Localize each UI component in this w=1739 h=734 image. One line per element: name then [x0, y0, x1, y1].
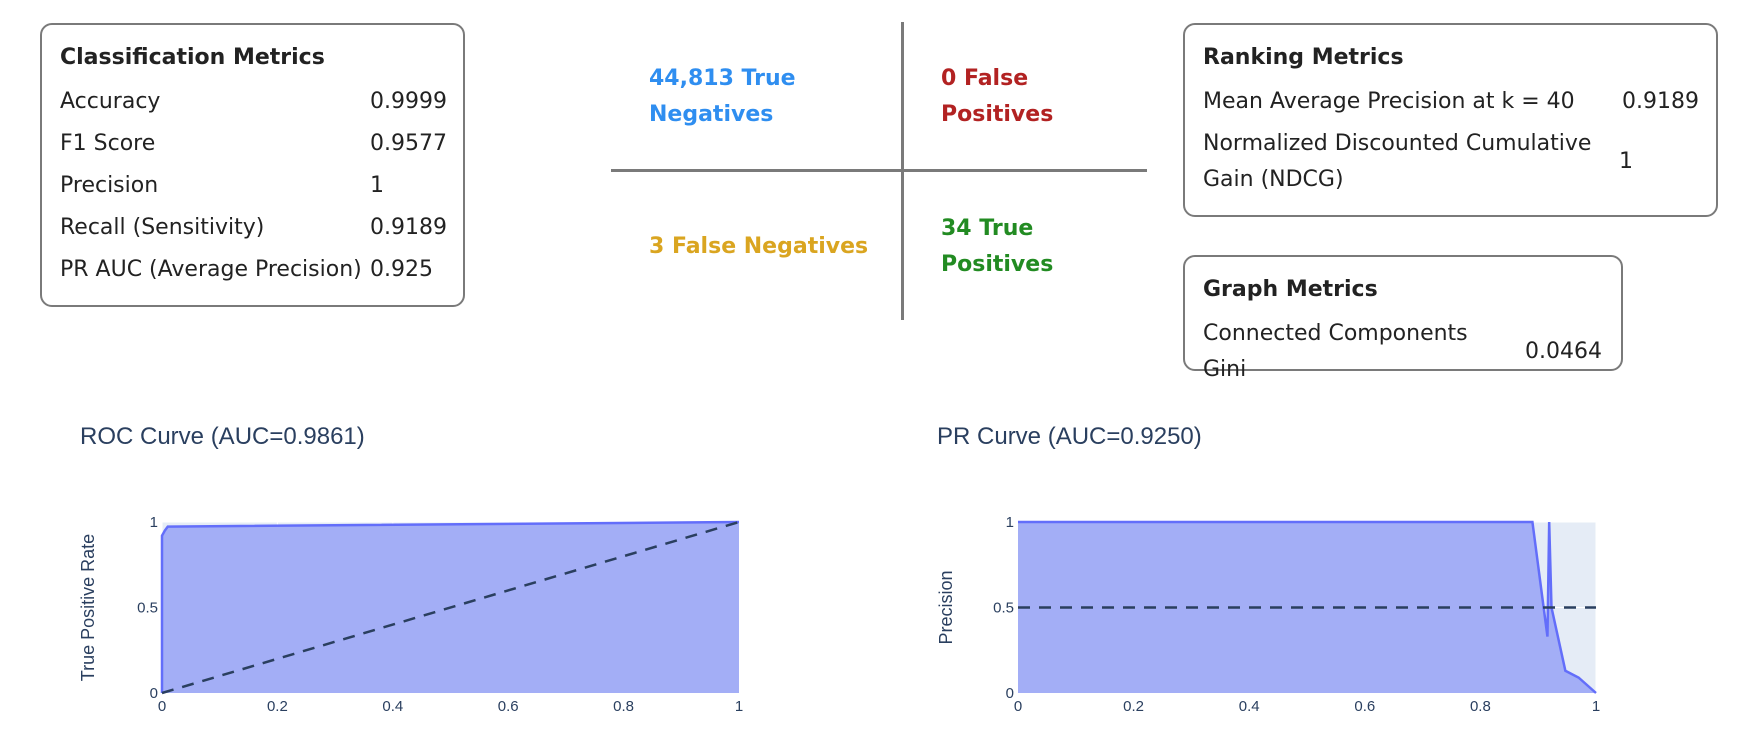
- false-positives-label: 0 False Positives: [941, 66, 1054, 127]
- x-tick-label: 0: [1014, 698, 1022, 715]
- false-negatives-label: 3 False Negatives: [649, 234, 869, 259]
- confusion-matrix-horizontal-divider: [611, 169, 1147, 172]
- y-tick-label: 0.5: [993, 600, 1014, 617]
- x-tick-label: 0.8: [613, 698, 634, 715]
- metric-value: 0.9999: [370, 89, 447, 114]
- pr-chart-title: PR Curve (AUC=0.9250): [937, 423, 1202, 450]
- metric-row-f1: F1 Score 0.9577: [60, 126, 447, 162]
- reference-dashed-line: [161, 520, 740, 695]
- ranking-metrics-card: Ranking Metrics Mean Average Precision a…: [1183, 23, 1718, 217]
- classification-metrics-title: Classification Metrics: [60, 45, 325, 70]
- y-tick-label: 1: [150, 514, 158, 531]
- metric-label: Mean Average Precision at k = 40: [1203, 89, 1575, 114]
- metric-label: F1 Score: [60, 131, 156, 156]
- x-tick-label: 0: [158, 698, 166, 715]
- true-negatives-label: 44,813 True Negatives: [649, 66, 796, 127]
- metric-value: 0.9189: [370, 215, 447, 240]
- metric-row-precision: Precision 1: [60, 168, 445, 204]
- metric-label: Precision: [60, 173, 159, 198]
- metric-label: Normalized Discounted Cumulative Gain (N…: [1203, 131, 1592, 192]
- metric-row-accuracy: Accuracy 0.9999: [60, 84, 447, 120]
- x-tick-label: 0.2: [1123, 698, 1144, 715]
- x-tick-label: 0.4: [382, 698, 403, 715]
- graph-metrics-card: Graph Metrics Connected Components Gini …: [1183, 255, 1623, 382]
- x-tick-label: 0.8: [1470, 698, 1491, 715]
- metric-value: 0.0464: [1525, 339, 1602, 364]
- metric-label: PR AUC (Average Precision): [60, 257, 362, 282]
- x-tick-label: 0.6: [498, 698, 519, 715]
- ranking-metrics-title: Ranking Metrics: [1203, 45, 1404, 70]
- y-tick-label: 0.5: [137, 600, 158, 617]
- metric-value: 0.9189: [1622, 89, 1699, 114]
- y-axis-label: Precision: [936, 570, 956, 644]
- x-tick-label: 0.2: [267, 698, 288, 715]
- metric-row-pr-auc: PR AUC (Average Precision) 0.925: [60, 252, 445, 288]
- metric-value: 1: [1619, 149, 1633, 174]
- metric-value: 0.925: [370, 257, 433, 282]
- y-axis-label: True Positive Rate: [78, 534, 98, 681]
- metric-row-gini: Connected Components Gini 0.0464: [1203, 316, 1603, 388]
- x-tick-label: 1: [1592, 698, 1600, 715]
- metric-row-recall: Recall (Sensitivity) 0.9189: [60, 210, 447, 246]
- curve-line: [160, 520, 740, 693]
- y-tick-label: 0: [1006, 685, 1014, 702]
- x-tick-label: 0.6: [1354, 698, 1375, 715]
- metric-label: Recall (Sensitivity): [60, 215, 265, 240]
- metric-value: 1: [370, 173, 384, 198]
- curve-line: [1018, 520, 1597, 694]
- x-tick-label: 0.4: [1239, 698, 1260, 715]
- metric-label: Connected Components Gini: [1203, 321, 1468, 382]
- pr-curve-chart: 0 0.2 0.4 0.6 0.8 1 0 0.5 1 Precision: [936, 514, 1600, 715]
- roc-chart-title: ROC Curve (AUC=0.9861): [80, 423, 365, 450]
- metric-value: 0.9577: [370, 131, 447, 156]
- y-tick-label: 0: [150, 685, 158, 702]
- graph-metrics-title: Graph Metrics: [1203, 277, 1378, 302]
- area-fill: [1018, 522, 1596, 693]
- roc-curve-chart: 0 0.2 0.4 0.6 0.8 1 0 0.5 1 True Positive Rate: [78, 514, 743, 715]
- true-positives-label: 34 True Positives: [941, 216, 1054, 277]
- metric-row-map-at-k: Mean Average Precision at k = 40 0.9189: [1203, 84, 1699, 120]
- metric-label: Accuracy: [60, 89, 161, 114]
- classification-metrics-card: Classification Metrics Accuracy 0.9999 F…: [40, 23, 465, 307]
- metric-row-ndcg: Normalized Discounted Cumulative Gain (N…: [1203, 126, 1698, 198]
- y-tick-label: 1: [1006, 514, 1014, 531]
- x-tick-label: 1: [735, 698, 743, 715]
